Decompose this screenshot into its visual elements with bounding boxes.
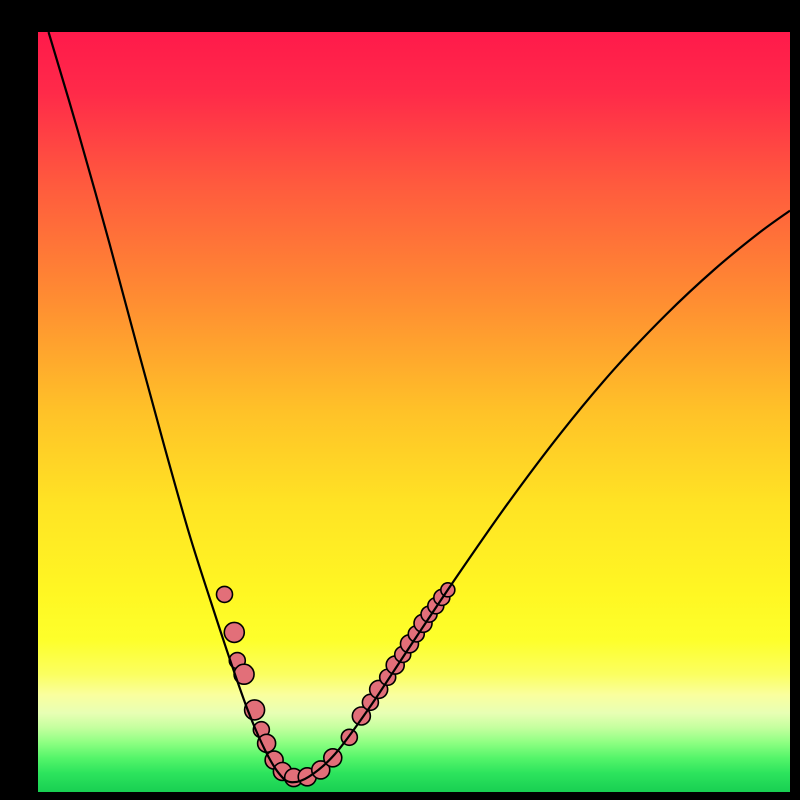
- frame-right: [790, 0, 800, 800]
- plot-background: [38, 32, 790, 792]
- bottleneck-chart: TheBottleneck.com: [0, 0, 800, 800]
- data-marker: [216, 586, 232, 602]
- frame-top: [0, 0, 800, 32]
- frame-bottom: [0, 792, 800, 800]
- data-marker: [224, 622, 244, 642]
- data-marker: [258, 734, 276, 752]
- frame-left: [0, 0, 38, 800]
